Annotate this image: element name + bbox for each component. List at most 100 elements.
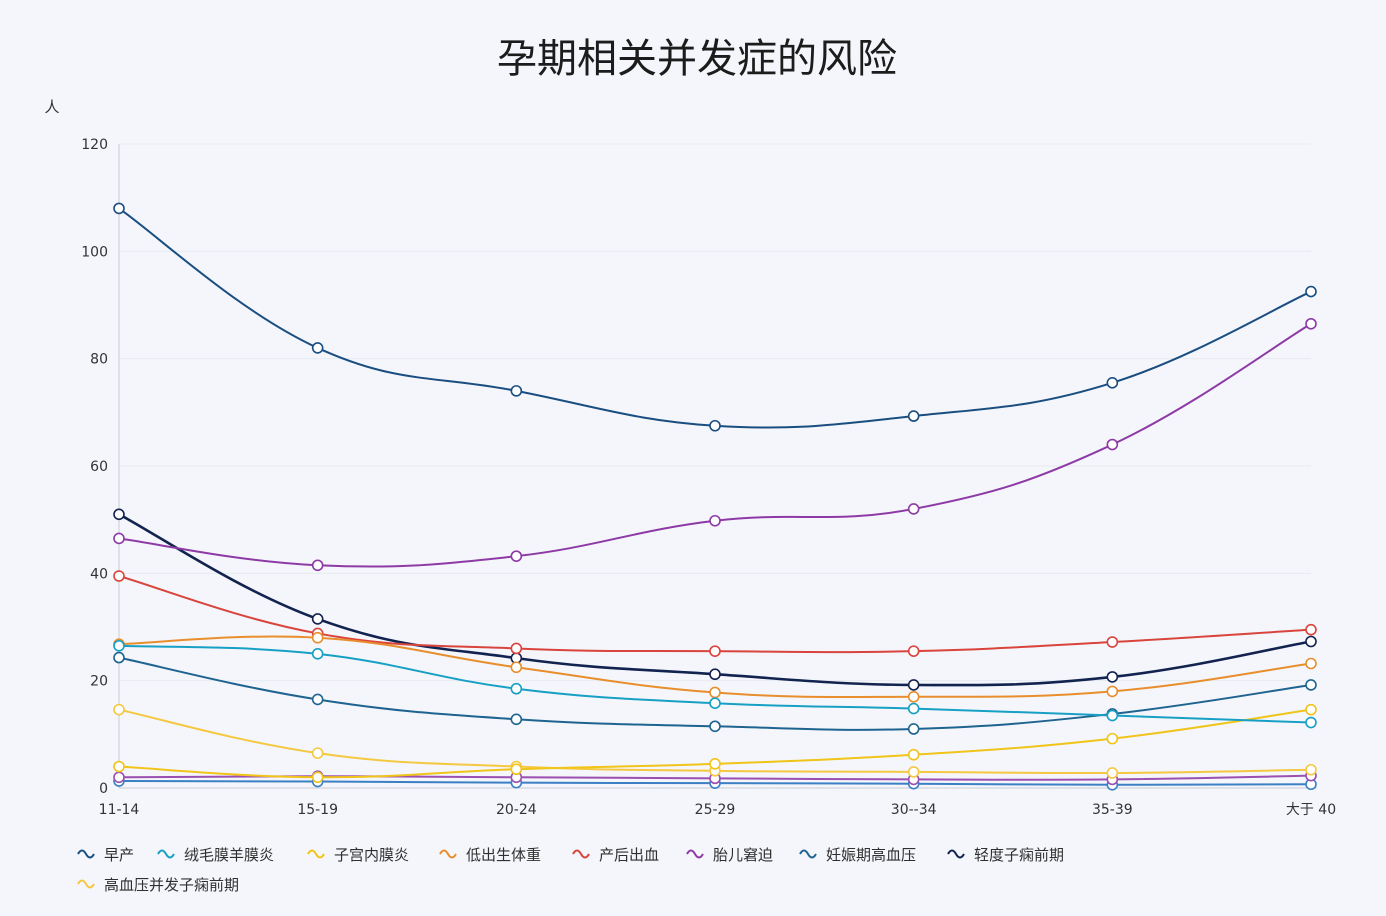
data-point: [709, 720, 721, 733]
data-point: [311, 747, 324, 759]
legend-label: 高血压并发子痫前期: [104, 876, 239, 894]
y-tick-label: 80: [90, 352, 108, 368]
data-point: [113, 508, 125, 521]
data-point: [1106, 377, 1119, 389]
data-point: [1305, 657, 1317, 670]
data-point: [510, 661, 523, 674]
legend-label: 绒毛膜羊膜炎: [184, 846, 274, 864]
x-tick-label: 20-24: [496, 802, 537, 818]
legend-item[interactable]: 早产: [77, 846, 134, 864]
legend-swatch-icon: [572, 849, 590, 859]
data-point: [709, 697, 721, 710]
y-tick-label: 100: [81, 244, 108, 260]
series-3: [113, 631, 1317, 703]
series-4: [113, 570, 1317, 657]
y-tick-label: 60: [90, 459, 108, 475]
data-point: [1106, 636, 1119, 648]
data-point: [1106, 767, 1119, 779]
series-1: [113, 639, 1317, 729]
legend-label: 胎儿窘迫: [713, 846, 773, 864]
data-point: [510, 550, 523, 562]
data-point: [907, 679, 920, 691]
legend-swatch-icon: [799, 849, 817, 859]
series-line: [118, 513, 1312, 687]
series-line: [118, 207, 1312, 429]
legend-label: 产后出血: [599, 846, 659, 864]
data-point: [1305, 763, 1317, 776]
legend-label: 妊娠期高血压: [826, 846, 916, 864]
data-point: [709, 645, 721, 657]
data-point: [510, 682, 523, 695]
legend-item[interactable]: 妊娠期高血压: [799, 846, 916, 864]
data-point: [311, 648, 324, 660]
y-tick-label: 40: [90, 566, 108, 582]
legend[interactable]: 早产 绒毛膜羊膜炎 子宫内膜炎 低出生体重 产后出血 胎儿窘迫 妊娠期高血压 轻度子痫前期高血…: [77, 846, 1064, 894]
legend-label: 轻度子痫前期: [974, 846, 1064, 864]
series-line: [118, 322, 1312, 568]
data-point: [907, 723, 920, 735]
data-point: [1106, 671, 1119, 683]
data-point: [1305, 716, 1317, 729]
data-point: [907, 766, 920, 778]
grid: [119, 143, 1311, 682]
chart-title: 孕期相关并发症的风险: [497, 36, 897, 82]
legend-swatch-icon: [77, 849, 95, 859]
data-point: [1305, 679, 1317, 691]
data-point: [311, 613, 324, 625]
series-line: [118, 575, 1312, 654]
data-point: [709, 668, 721, 681]
data-point: [709, 686, 721, 699]
legend-item[interactable]: 产后出血: [572, 846, 659, 864]
data-point: [311, 631, 324, 644]
data-point: [113, 570, 125, 582]
x-tick-label: 30--34: [891, 802, 937, 818]
legend-swatch-icon: [947, 849, 965, 859]
data-point: [113, 760, 125, 773]
data-point: [510, 713, 523, 726]
series-2: [113, 703, 1317, 784]
y-tick-label: 120: [81, 137, 108, 153]
legend-swatch-icon: [307, 849, 325, 859]
data-point: [907, 645, 920, 657]
legend-swatch-icon: [439, 849, 457, 859]
data-point: [1305, 623, 1317, 636]
series-layer: [113, 202, 1317, 791]
data-point: [1106, 438, 1119, 451]
axes: 0 20 40 60 80 100 120 11-14 15-19 20-24 25-29 30--3…: [81, 137, 1336, 818]
data-point: [1305, 703, 1317, 716]
legend-item[interactable]: 低出生体重: [439, 846, 541, 864]
x-tick-label: 15-19: [297, 802, 338, 818]
data-point: [907, 702, 920, 715]
legend-item[interactable]: 轻度子痫前期: [947, 846, 1064, 864]
legend-swatch-icon: [77, 879, 95, 889]
legend-swatch-icon: [157, 849, 175, 859]
x-tick-label: 大于 40: [1286, 802, 1336, 818]
data-point: [1106, 732, 1119, 745]
data-point: [510, 763, 523, 776]
data-point: [311, 693, 324, 706]
data-point: [907, 410, 920, 422]
x-tick-label: 25-29: [695, 802, 736, 818]
data-point: [311, 771, 324, 784]
x-tick-label: 35-39: [1092, 802, 1133, 818]
data-point: [311, 559, 324, 572]
data-point: [113, 703, 125, 716]
legend-item[interactable]: 胎儿窘迫: [686, 846, 773, 864]
y-axis-unit-label: 人: [44, 98, 59, 116]
legend-label: 低出生体重: [466, 846, 541, 864]
data-point: [907, 748, 920, 761]
data-point: [1305, 317, 1317, 330]
data-point: [113, 639, 125, 652]
legend-item[interactable]: 高血压并发子痫前期: [77, 876, 239, 894]
data-point: [907, 503, 920, 515]
data-point: [709, 419, 721, 432]
legend-item[interactable]: 子宫内膜炎: [307, 846, 409, 864]
data-point: [311, 342, 324, 354]
legend-item[interactable]: 绒毛膜羊膜炎: [157, 846, 274, 864]
series-7: [113, 508, 1317, 691]
data-point: [1305, 635, 1317, 648]
data-point: [709, 758, 721, 770]
data-point: [907, 690, 920, 703]
series-0: [113, 202, 1317, 432]
data-point: [709, 514, 721, 527]
